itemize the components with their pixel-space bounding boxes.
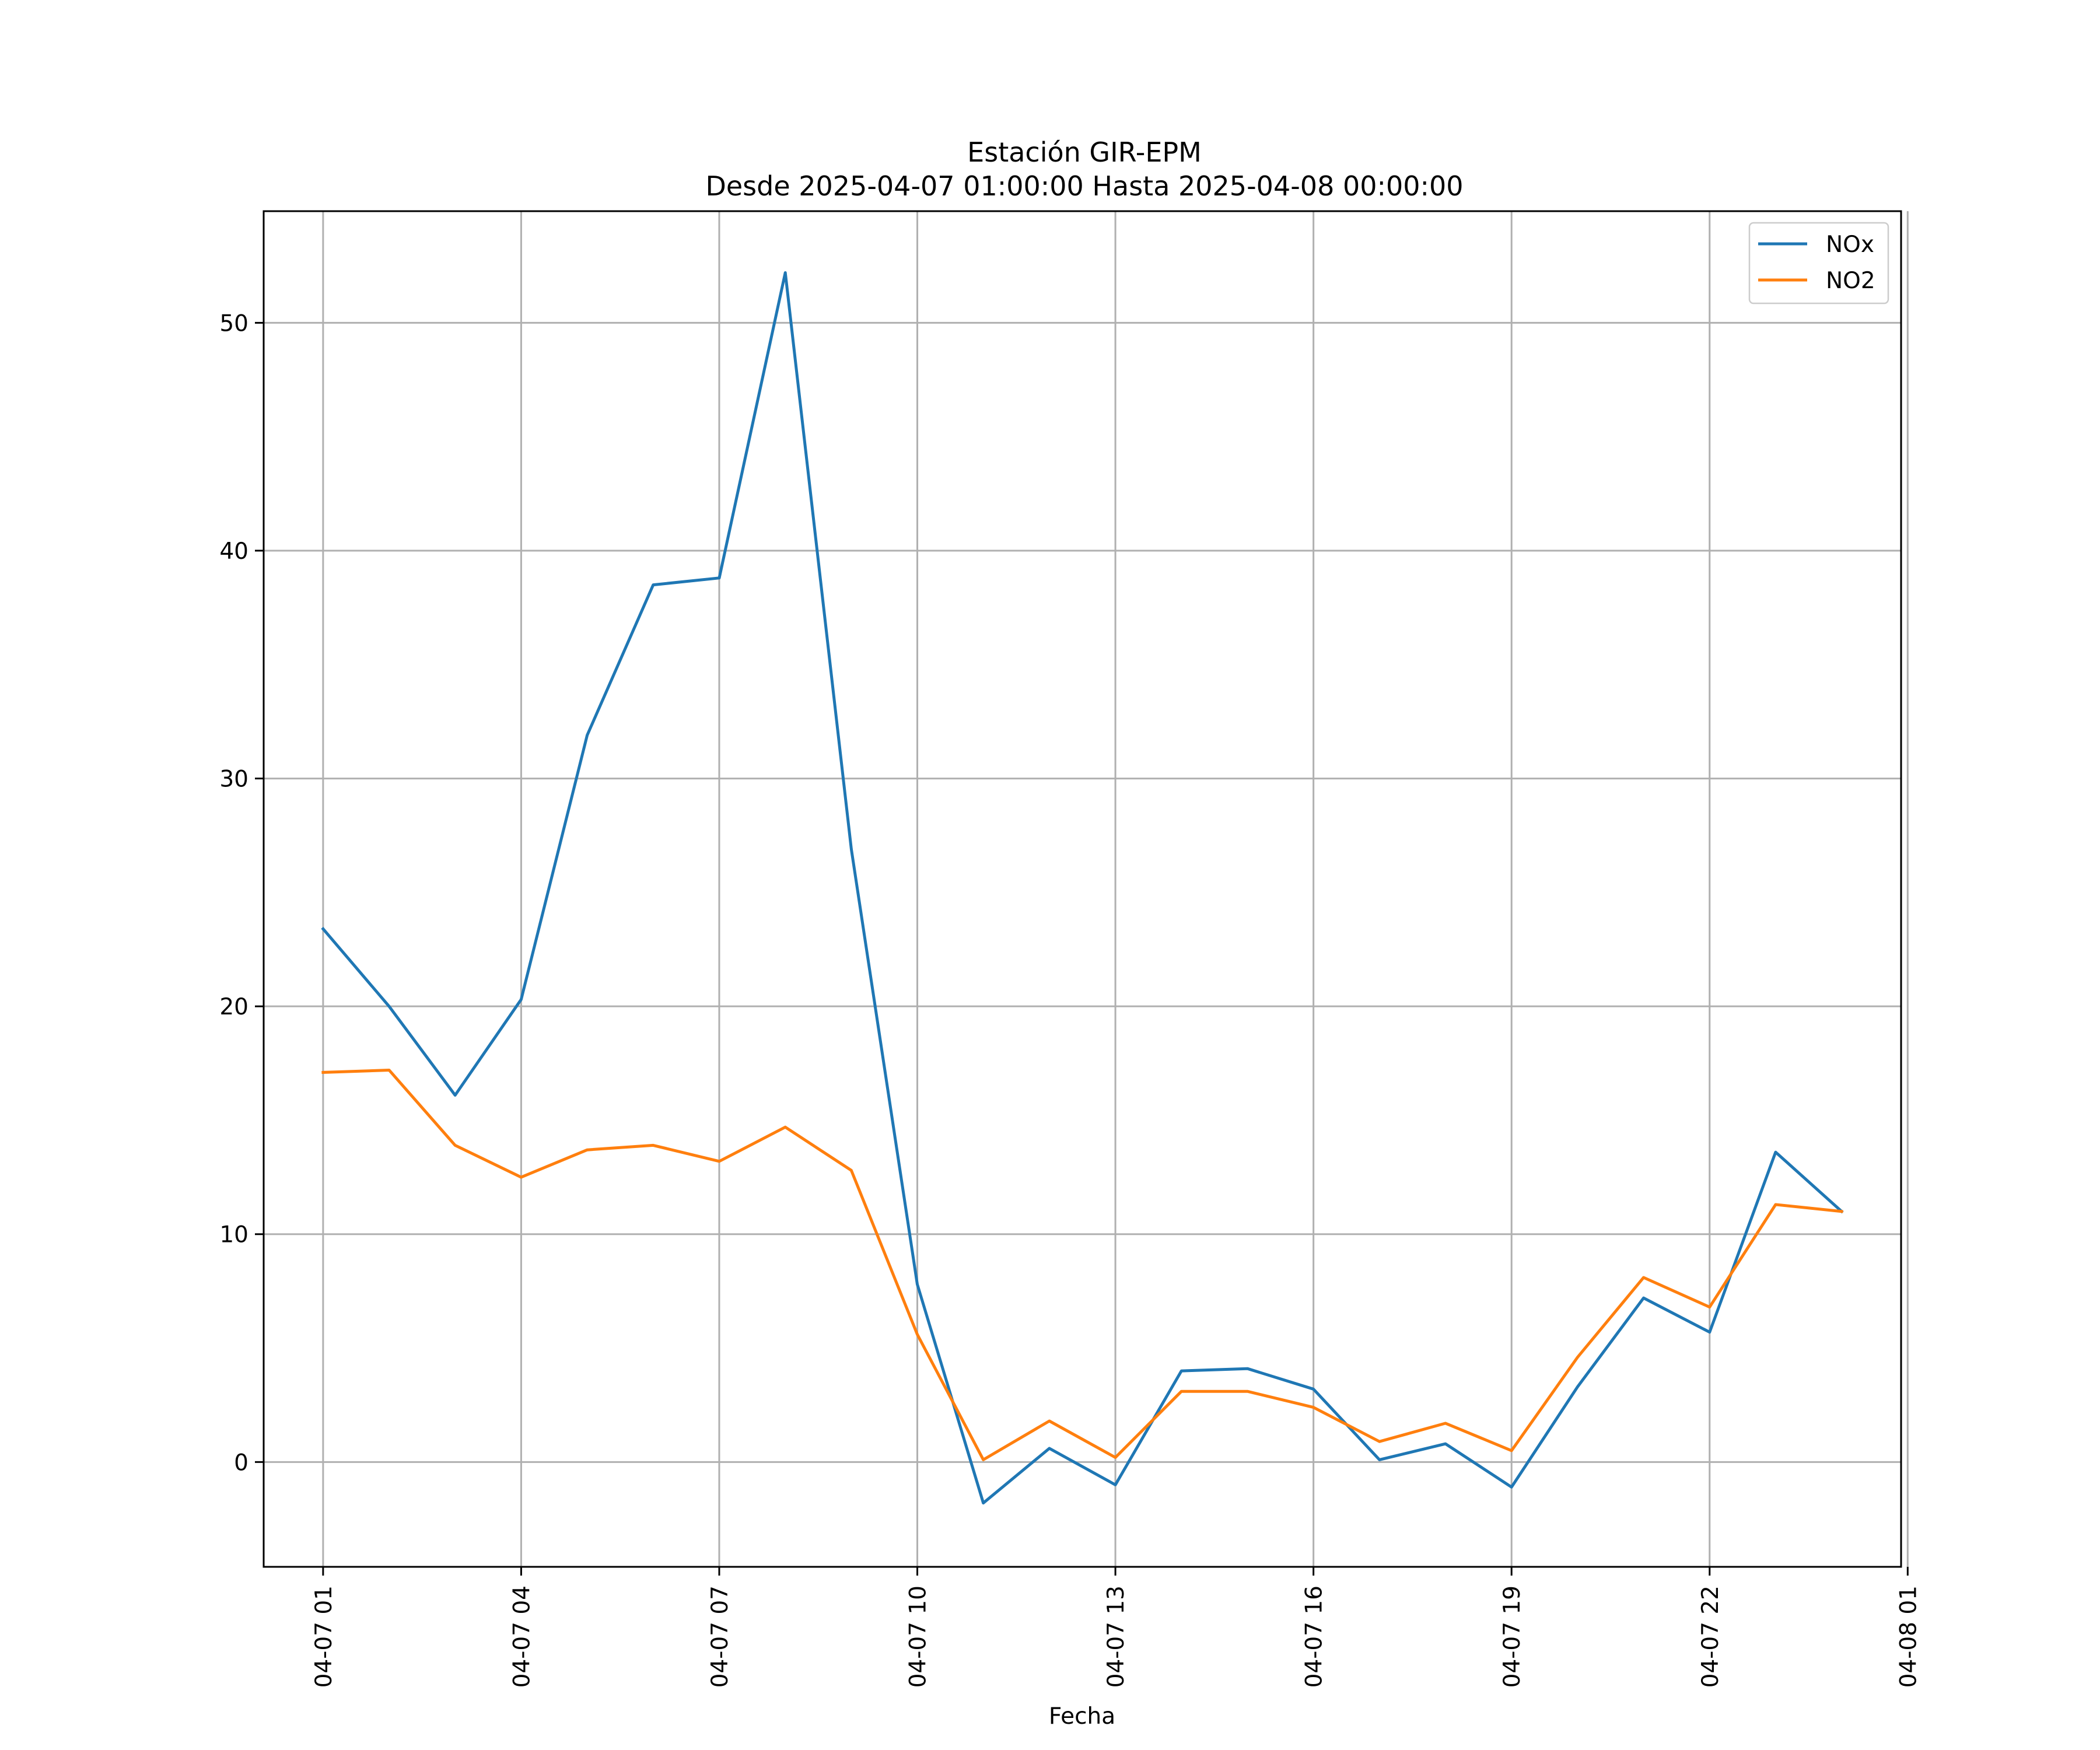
series-line-no2 xyxy=(321,1069,1843,1461)
grid xyxy=(264,211,1909,1567)
x-tick-label: 04-07 16 xyxy=(1301,1586,1328,1688)
legend-label-no2: NO2 xyxy=(1826,268,1875,294)
x-tick-label: 04-07 19 xyxy=(1499,1586,1525,1688)
legend-label-nox: NOx xyxy=(1826,232,1874,258)
x-axis-label: Fecha xyxy=(1049,1703,1115,1730)
x-axis-ticks: 04-07 01 04-07 04 04-07 07 04-07 10 04-07 13… xyxy=(311,1567,1922,1688)
y-tick-label: 40 xyxy=(219,538,249,565)
x-tick-label: 04-08 01 xyxy=(1895,1586,1922,1688)
series-line-nox xyxy=(321,271,1844,1505)
legend: NOx NO2 xyxy=(1748,222,1889,304)
series-lines xyxy=(321,271,1844,1505)
x-tick-label: 04-07 04 xyxy=(509,1586,535,1688)
x-tick-label: 04-07 07 xyxy=(707,1586,733,1688)
x-tick-label: 04-07 01 xyxy=(311,1586,337,1688)
y-axis-ticks: 0 10 20 30 40 50 xyxy=(219,310,264,1476)
y-tick-label: 10 xyxy=(219,1222,249,1248)
y-tick-label: 30 xyxy=(219,766,249,793)
chart-subtitle: Desde 2025-04-07 01:00:00 Hasta 2025-04-… xyxy=(705,170,1463,202)
x-tick-label: 04-07 13 xyxy=(1103,1586,1129,1688)
y-tick-label: 0 xyxy=(234,1450,249,1476)
plot-frame xyxy=(262,210,1902,1568)
y-tick-label: 20 xyxy=(219,994,249,1020)
y-tick-label: 50 xyxy=(219,310,249,337)
x-tick-label: 04-07 10 xyxy=(905,1586,932,1688)
x-tick-label: 04-07 22 xyxy=(1698,1586,1724,1688)
chart-title: Estación GIR-EPM xyxy=(967,136,1202,168)
